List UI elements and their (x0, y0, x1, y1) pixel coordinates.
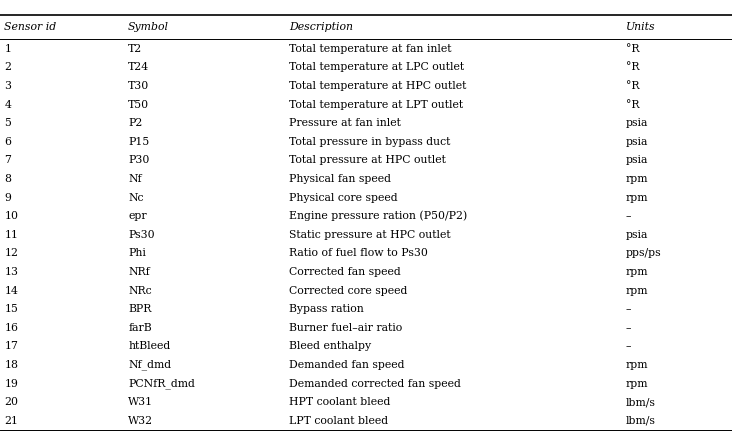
Text: Pressure at fan inlet: Pressure at fan inlet (289, 118, 401, 128)
Text: psia: psia (626, 137, 649, 147)
Text: Nc: Nc (128, 193, 143, 202)
Text: rpm: rpm (626, 360, 649, 370)
Text: rpm: rpm (626, 378, 649, 389)
Text: 21: 21 (4, 416, 18, 426)
Text: PCNfR_dmd: PCNfR_dmd (128, 378, 195, 389)
Text: pps/ps: pps/ps (626, 248, 662, 258)
Text: 17: 17 (4, 341, 18, 351)
Text: 1: 1 (4, 44, 12, 54)
Text: °R: °R (626, 81, 639, 91)
Text: farB: farB (128, 323, 152, 333)
Text: 19: 19 (4, 378, 18, 389)
Text: –: – (626, 211, 632, 221)
Text: LPT coolant bleed: LPT coolant bleed (289, 416, 388, 426)
Text: Symbol: Symbol (128, 22, 169, 32)
Text: psia: psia (626, 230, 649, 240)
Text: 8: 8 (4, 174, 12, 184)
Text: Ps30: Ps30 (128, 230, 154, 240)
Text: rpm: rpm (626, 267, 649, 277)
Text: psia: psia (626, 155, 649, 166)
Text: Total temperature at LPC outlet: Total temperature at LPC outlet (289, 62, 464, 72)
Text: Demanded corrected fan speed: Demanded corrected fan speed (289, 378, 461, 389)
Text: rpm: rpm (626, 286, 649, 296)
Text: lbm/s: lbm/s (626, 397, 656, 407)
Text: NRf: NRf (128, 267, 150, 277)
Text: 20: 20 (4, 397, 18, 407)
Text: Phi: Phi (128, 248, 146, 258)
Text: –: – (626, 323, 632, 333)
Text: Total pressure at HPC outlet: Total pressure at HPC outlet (289, 155, 446, 166)
Text: Nf: Nf (128, 174, 142, 184)
Text: 11: 11 (4, 230, 18, 240)
Text: P30: P30 (128, 155, 149, 166)
Text: °R: °R (626, 99, 639, 110)
Text: –: – (626, 304, 632, 314)
Text: °R: °R (626, 44, 639, 54)
Text: Ratio of fuel flow to Ps30: Ratio of fuel flow to Ps30 (289, 248, 428, 258)
Text: Sensor id: Sensor id (4, 22, 56, 32)
Text: 7: 7 (4, 155, 11, 166)
Text: lbm/s: lbm/s (626, 416, 656, 426)
Text: 2: 2 (4, 62, 12, 72)
Text: rpm: rpm (626, 174, 649, 184)
Text: NRc: NRc (128, 286, 152, 296)
Text: Units: Units (626, 22, 655, 32)
Text: T24: T24 (128, 62, 149, 72)
Text: Total temperature at fan inlet: Total temperature at fan inlet (289, 44, 452, 54)
Text: Bleed enthalpy: Bleed enthalpy (289, 341, 371, 351)
Text: HPT coolant bleed: HPT coolant bleed (289, 397, 390, 407)
Text: 6: 6 (4, 137, 12, 147)
Text: Description: Description (289, 22, 353, 32)
Text: Total pressure in bypass duct: Total pressure in bypass duct (289, 137, 450, 147)
Text: rpm: rpm (626, 193, 649, 202)
Text: 13: 13 (4, 267, 18, 277)
Text: 14: 14 (4, 286, 18, 296)
Text: P2: P2 (128, 118, 143, 128)
Text: –: – (626, 341, 632, 351)
Text: Corrected fan speed: Corrected fan speed (289, 267, 401, 277)
Text: 10: 10 (4, 211, 18, 221)
Text: Physical fan speed: Physical fan speed (289, 174, 391, 184)
Text: °R: °R (626, 62, 639, 72)
Text: psia: psia (626, 118, 649, 128)
Text: T2: T2 (128, 44, 142, 54)
Text: Engine pressure ration (P50/P2): Engine pressure ration (P50/P2) (289, 211, 468, 222)
Text: W32: W32 (128, 416, 153, 426)
Text: Corrected core speed: Corrected core speed (289, 286, 408, 296)
Text: Total temperature at HPC outlet: Total temperature at HPC outlet (289, 81, 466, 91)
Text: 3: 3 (4, 81, 12, 91)
Text: htBleed: htBleed (128, 341, 171, 351)
Text: Burner fuel–air ratio: Burner fuel–air ratio (289, 323, 403, 333)
Text: T50: T50 (128, 99, 149, 110)
Text: 4: 4 (4, 99, 11, 110)
Text: 9: 9 (4, 193, 11, 202)
Text: Demanded fan speed: Demanded fan speed (289, 360, 405, 370)
Text: BPR: BPR (128, 304, 152, 314)
Text: epr: epr (128, 211, 146, 221)
Text: 12: 12 (4, 248, 18, 258)
Text: 15: 15 (4, 304, 18, 314)
Text: 16: 16 (4, 323, 18, 333)
Text: Static pressure at HPC outlet: Static pressure at HPC outlet (289, 230, 451, 240)
Text: T30: T30 (128, 81, 149, 91)
Text: W31: W31 (128, 397, 153, 407)
Text: 5: 5 (4, 118, 11, 128)
Text: Total temperature at LPT outlet: Total temperature at LPT outlet (289, 99, 463, 110)
Text: Physical core speed: Physical core speed (289, 193, 397, 202)
Text: 18: 18 (4, 360, 18, 370)
Text: P15: P15 (128, 137, 149, 147)
Text: Bypass ration: Bypass ration (289, 304, 364, 314)
Text: Nf_dmd: Nf_dmd (128, 360, 171, 371)
